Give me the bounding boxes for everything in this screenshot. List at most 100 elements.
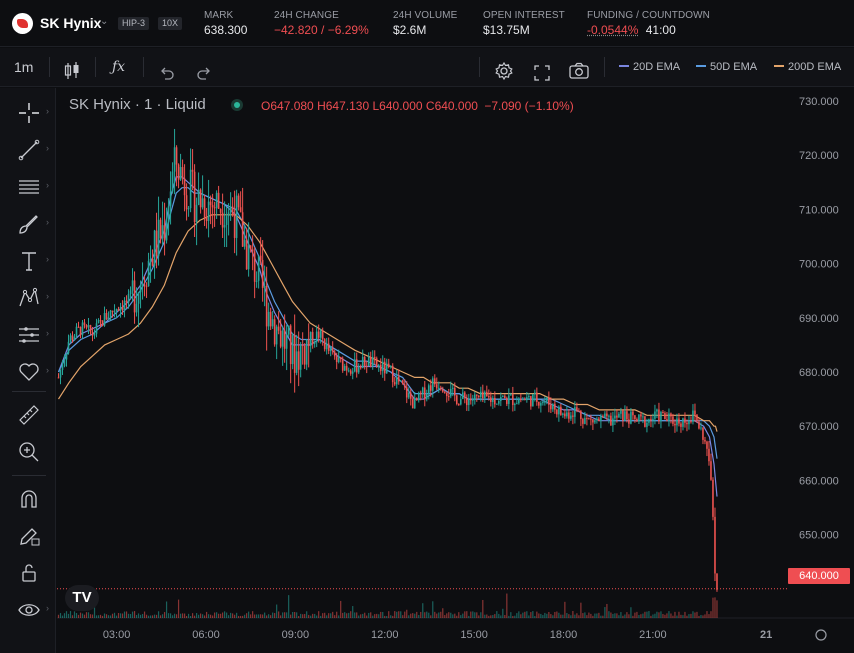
lock-drawing-tool[interactable] (0, 517, 56, 553)
candle-body (626, 411, 628, 420)
candle-body (97, 320, 100, 324)
volume-bar (99, 614, 102, 618)
lock-tool[interactable] (0, 554, 56, 590)
volume-bar (522, 612, 524, 618)
volume-bar (153, 614, 156, 618)
candle-body (463, 392, 466, 398)
candle-body (411, 398, 414, 409)
volume-bar (716, 600, 718, 618)
candle-body (664, 412, 666, 420)
market-status-icon (231, 99, 243, 111)
volume-bar (592, 615, 594, 618)
settings-gear-icon[interactable] (494, 57, 514, 81)
prediction-tool[interactable]: › (0, 316, 56, 352)
candle-body (548, 397, 550, 405)
candle-body (622, 410, 624, 421)
ticker-name[interactable]: SK Hynix (40, 15, 102, 31)
pattern-icon (19, 287, 39, 307)
volume-bar (276, 604, 278, 618)
candle-body (506, 398, 508, 404)
candle-body (273, 319, 276, 345)
volume-value: $2.6M (393, 23, 427, 37)
volume-bar (173, 613, 176, 618)
candle-body (297, 351, 300, 370)
x-tick-label: 21 (760, 629, 772, 641)
candle-body (287, 325, 290, 335)
redo-icon[interactable] (195, 58, 213, 80)
fullscreen-icon[interactable] (533, 58, 551, 81)
volume-bar (236, 612, 238, 618)
chart-canvas[interactable]: 730.000 720.000 710.000 700.000 690.000 680.0… (57, 88, 854, 653)
volume-bar (191, 613, 194, 618)
chevron-down-icon[interactable]: ⌄ (100, 16, 109, 27)
y-tick-label: 710.000 (799, 204, 839, 216)
candle-body (73, 336, 76, 341)
volume-bar (556, 611, 558, 618)
volume-bar (684, 611, 686, 618)
text-tool[interactable]: › (0, 242, 56, 278)
candle-body (93, 333, 96, 336)
volume-bar (165, 601, 168, 618)
candle-body (658, 409, 660, 422)
candle-body (405, 387, 408, 398)
measure-tool[interactable] (0, 396, 56, 432)
candle-body (133, 280, 136, 313)
crosshair-tool[interactable]: › (0, 94, 56, 130)
pattern-tool[interactable]: › (0, 279, 56, 315)
trend-line-tool[interactable]: › (0, 131, 56, 167)
volume-bar (552, 615, 554, 618)
brush-tool[interactable]: › (0, 205, 56, 241)
candle-body (620, 410, 622, 414)
candle-body (494, 397, 496, 405)
interval-selector[interactable]: 1m (14, 59, 34, 75)
ema-line-50d-ema (57, 187, 718, 459)
candlestick-icon[interactable] (64, 57, 80, 79)
candle-body (590, 418, 592, 420)
volume-bar (354, 612, 356, 618)
candle-body (614, 415, 616, 419)
price-chart[interactable]: 730.000 720.000 710.000 700.000 690.000 680.0… (57, 88, 854, 653)
candle-body (235, 195, 238, 238)
candle-body (217, 192, 220, 209)
volume-bar (79, 612, 82, 618)
volume-bar (308, 614, 310, 618)
candle-body (207, 201, 210, 221)
undo-icon[interactable] (158, 58, 176, 80)
indicators-icon[interactable]: ƒx (112, 59, 126, 75)
volume-bar (524, 611, 526, 618)
fib-tool[interactable]: › (0, 168, 56, 204)
volume-bar (187, 613, 190, 618)
axis-settings-icon[interactable] (815, 629, 827, 641)
volume-bar (422, 603, 424, 618)
candle-body (706, 441, 708, 449)
volume-bar (586, 615, 588, 618)
volume-bar (115, 615, 118, 618)
favorites-tool[interactable]: › (0, 353, 56, 389)
candle-body (536, 392, 538, 402)
volume-bar (95, 615, 98, 618)
zoom-tool[interactable] (0, 433, 56, 469)
visibility-tool[interactable]: › (0, 591, 56, 627)
volume-bar (670, 613, 672, 618)
candle-body (534, 392, 536, 395)
tradingview-logo-icon[interactable]: TV (65, 585, 99, 611)
candle-body (195, 204, 198, 222)
camera-icon[interactable] (568, 57, 590, 79)
volume-bar (300, 613, 302, 618)
volume-bar (654, 613, 656, 618)
candle-body (251, 249, 254, 252)
volume-bar (558, 612, 560, 618)
volume-bar (560, 614, 562, 618)
volume-bar (454, 613, 456, 618)
legend-ema200[interactable]: 200D EMA (774, 61, 841, 73)
legend-ema50[interactable]: 50D EMA (696, 61, 757, 73)
candle-body (504, 395, 506, 399)
chart-symbol-title[interactable]: SK Hynix · 1 · Liquid (69, 96, 206, 113)
candle-body (568, 412, 570, 419)
volume-bar (574, 614, 576, 618)
magnet-tool[interactable] (0, 480, 56, 516)
volume-bar (318, 611, 320, 618)
legend-ema20[interactable]: 20D EMA (619, 61, 680, 73)
ruler-icon (19, 405, 39, 425)
volume-bar (360, 614, 362, 618)
